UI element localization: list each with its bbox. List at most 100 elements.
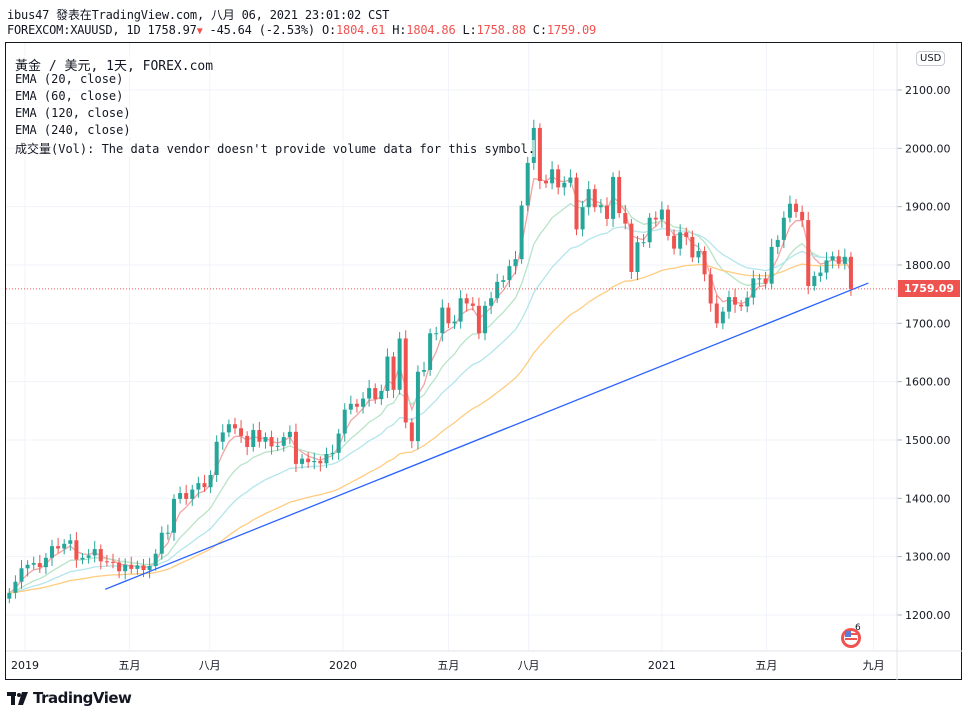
candle-body	[373, 388, 378, 400]
candle-body	[775, 239, 780, 247]
y-tick-label: 1900.00	[905, 201, 951, 214]
candle-body	[446, 307, 451, 324]
candle-body	[726, 297, 731, 312]
legend-title: 黃金 / 美元, 1天, FOREX.com	[15, 55, 214, 74]
candle-body	[818, 272, 823, 277]
candle-body	[171, 498, 176, 533]
candle-body	[787, 203, 792, 218]
currency-button[interactable]: USD	[916, 51, 946, 66]
y-tick-label: 1800.00	[905, 259, 951, 272]
candle-body	[135, 565, 140, 569]
candle-body	[37, 563, 42, 568]
candle-body	[696, 250, 701, 258]
candle-body	[824, 260, 829, 273]
candle-body	[769, 246, 774, 284]
legend-ema60[interactable]: EMA (60, close)	[15, 89, 124, 103]
candle-body	[781, 217, 786, 240]
candle-body	[708, 274, 713, 304]
candle-body	[623, 213, 628, 224]
candle-body	[458, 298, 463, 322]
candle-body	[641, 242, 646, 244]
candle-body	[550, 169, 555, 184]
high-value: 1804.86	[406, 23, 456, 37]
candle-body	[800, 211, 805, 221]
candle-body	[647, 217, 652, 243]
tradingview-logo[interactable]: TradingView	[7, 689, 132, 707]
candle-body	[403, 338, 408, 423]
ema-60-line	[9, 201, 852, 594]
candle-body	[336, 433, 341, 453]
candle-body	[653, 217, 658, 220]
candle-body	[202, 483, 207, 488]
candle-body	[251, 430, 256, 447]
candle-body	[794, 203, 799, 212]
candle-body	[415, 371, 420, 442]
candle-body	[507, 266, 512, 281]
candle-body	[104, 561, 109, 563]
chart-frame	[5, 42, 962, 680]
candle-body	[635, 242, 640, 272]
brand-name: TradingView	[33, 689, 132, 707]
candle-body	[672, 235, 677, 249]
candle-body	[525, 162, 530, 206]
candle-body	[13, 581, 18, 593]
candle-body	[501, 280, 506, 282]
y-tick-label: 1300.00	[905, 551, 951, 564]
candle-body	[397, 338, 402, 390]
candle-body	[92, 549, 97, 556]
candle-body	[43, 557, 48, 568]
candle-body	[568, 177, 573, 183]
candle-body	[574, 177, 579, 230]
candle-body	[232, 424, 237, 429]
candle-body	[19, 568, 24, 582]
candle-body	[611, 176, 616, 219]
candle-body	[306, 458, 311, 463]
candle-body	[537, 127, 542, 181]
candle-body	[409, 422, 414, 442]
x-tick-label: 八月	[199, 659, 221, 672]
candle-body	[367, 388, 372, 399]
candle-body	[714, 303, 719, 324]
candle-body	[476, 305, 481, 334]
ema-120-line	[9, 226, 852, 594]
candle-body	[141, 565, 146, 571]
candle-body	[684, 232, 689, 237]
candle-body	[580, 207, 585, 230]
current-price-label: 1759.09	[898, 280, 960, 298]
y-tick-label: 1400.00	[905, 492, 951, 505]
candle-body	[7, 592, 12, 599]
candle-body	[220, 432, 225, 442]
legend-volume[interactable]: 成交量(Vol): The data vendor doesn't provid…	[15, 140, 536, 157]
candle-body	[385, 356, 390, 391]
low-value: 1758.88	[476, 23, 526, 37]
candle-body	[257, 430, 262, 442]
candle-body	[739, 304, 744, 307]
candle-body	[617, 176, 622, 214]
close-label: C:	[532, 23, 547, 37]
candle-body	[470, 303, 475, 306]
candle-body	[324, 453, 329, 464]
event-flag[interactable]: 6	[839, 623, 867, 650]
candle-body	[68, 540, 73, 544]
x-tick-label: 五月	[119, 659, 141, 672]
legend-ema20[interactable]: EMA (20, close)	[15, 72, 124, 86]
candle-body	[812, 276, 817, 286]
legend-ema240[interactable]: EMA (240, close)	[15, 123, 131, 137]
candle-body	[196, 483, 201, 490]
candle-body	[312, 460, 317, 463]
candle-body	[74, 540, 79, 560]
candle-body	[269, 437, 274, 447]
candle-body	[434, 333, 439, 335]
candle-body	[604, 205, 609, 219]
x-tick-label: 九月	[863, 659, 885, 672]
price-change: -45.64 (-2.53%)	[209, 23, 316, 37]
candle-body	[836, 256, 841, 264]
candle-body	[239, 428, 244, 436]
candle-body	[245, 435, 250, 447]
publish-info: ibus47 發表在TradingView.com, 八月 06, 2021 2…	[7, 8, 390, 22]
legend-ema120[interactable]: EMA (120, close)	[15, 106, 131, 120]
x-tick-label: 五月	[755, 659, 777, 672]
candle-body	[208, 474, 213, 488]
candle-body	[110, 561, 115, 563]
